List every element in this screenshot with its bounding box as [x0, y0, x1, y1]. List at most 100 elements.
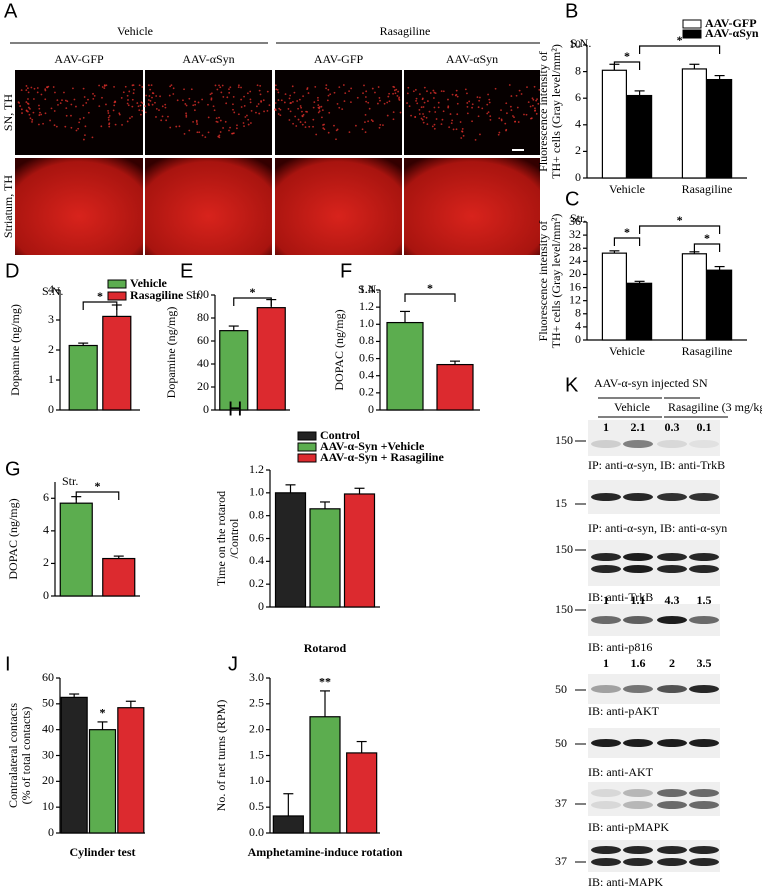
stain-dot	[355, 124, 357, 127]
stain-dot	[301, 123, 304, 126]
stain-dot	[289, 102, 292, 104]
stain-dot	[386, 114, 389, 117]
column-label: AAV-αSyn	[182, 52, 234, 66]
stain-dot	[392, 111, 395, 114]
stain-dot	[525, 113, 528, 116]
stain-dot	[420, 117, 423, 120]
blot-band	[689, 565, 719, 573]
stain-dot	[107, 112, 110, 114]
stain-dot	[368, 107, 371, 110]
y-tick-label: 0	[48, 402, 54, 416]
blot-band	[689, 739, 719, 747]
stain-dot	[440, 123, 443, 126]
stain-dot	[422, 113, 424, 115]
stain-dot	[87, 98, 89, 101]
stain-dot	[98, 84, 100, 87]
stain-dot	[488, 98, 491, 101]
stain-dot	[292, 122, 295, 125]
stain-dot	[169, 85, 172, 88]
stain-dot	[228, 129, 230, 132]
stain-dot	[249, 98, 252, 101]
blot-band	[689, 440, 719, 448]
stain-dot	[32, 111, 35, 114]
stain-dot	[73, 98, 76, 101]
stain-dot	[31, 121, 33, 123]
blot-band	[623, 440, 653, 448]
stain-dot	[414, 88, 417, 91]
stain-dot	[27, 106, 30, 109]
stain-dot	[79, 118, 81, 120]
micrograph	[404, 70, 540, 155]
stain-dot	[219, 119, 222, 122]
bar	[681, 68, 708, 179]
y-tick-label: 0.2	[359, 385, 374, 399]
y-tick-label: 0.6	[249, 530, 264, 544]
stain-dot	[128, 90, 131, 93]
band-quantity: 1	[603, 420, 609, 434]
stain-dot	[277, 91, 280, 94]
y-tick-label: 40	[42, 721, 54, 735]
blot-caption: IB: anti-AKT	[588, 765, 654, 779]
stain-dot	[103, 84, 106, 86]
stain-dot	[168, 94, 171, 97]
stain-dot	[108, 114, 111, 117]
stain-dot	[284, 93, 287, 96]
stain-dot	[61, 99, 63, 102]
stain-dot	[299, 121, 302, 123]
stain-dot	[329, 93, 332, 96]
stain-dot	[455, 89, 458, 92]
y-tick-label: 60	[42, 670, 54, 684]
stain-dot	[228, 91, 231, 94]
y-axis-label: /Control	[227, 518, 241, 559]
stain-dot	[26, 102, 29, 105]
significance-bracket	[613, 237, 641, 246]
stain-dot	[70, 103, 73, 106]
stain-dot	[291, 85, 294, 88]
stain-dot	[196, 123, 199, 125]
stain-dot	[302, 95, 305, 98]
stain-dot	[321, 116, 323, 119]
stain-dot	[25, 101, 28, 103]
stain-dot	[392, 92, 394, 95]
stain-dot	[398, 96, 401, 99]
stain-dot	[461, 128, 464, 130]
y-tick-label: 60	[197, 333, 209, 347]
stain-dot	[317, 96, 319, 99]
stain-dot	[297, 107, 299, 110]
stain-dot	[298, 98, 301, 101]
stain-dot	[414, 116, 417, 118]
stain-dot	[29, 117, 32, 120]
stain-dot	[535, 112, 538, 115]
significance: *	[704, 231, 710, 245]
band-quantity: 1.1	[631, 593, 646, 607]
x-axis-label: Cylinder test	[69, 845, 135, 859]
stain-dot	[293, 91, 296, 94]
stain-dot	[336, 128, 339, 131]
stain-dot	[301, 110, 303, 113]
bar	[681, 253, 708, 341]
stain-dot	[392, 118, 395, 121]
stain-dot	[91, 136, 94, 139]
panel-letter: K	[565, 374, 579, 396]
band-quantity: 1	[603, 593, 609, 607]
stain-dot	[455, 93, 458, 96]
stain-dot	[371, 120, 374, 123]
stain-dot	[325, 84, 328, 87]
stain-dot	[147, 84, 150, 87]
stain-dot	[132, 84, 135, 86]
y-tick-label: 2	[48, 342, 54, 356]
stain-dot	[72, 87, 74, 90]
stain-dot	[47, 85, 50, 88]
y-tick-label: 6	[43, 490, 49, 504]
stain-dot	[268, 104, 271, 107]
stain-dot	[188, 97, 191, 100]
stain-dot	[92, 92, 94, 95]
stain-dot	[497, 133, 500, 136]
stain-dot	[531, 104, 534, 107]
stain-dot	[237, 86, 240, 89]
stain-dot	[232, 95, 235, 98]
stain-dot	[450, 122, 453, 125]
stain-dot	[145, 94, 148, 97]
stain-dot	[364, 131, 367, 134]
x-tick-label: Rasagiline	[682, 344, 733, 358]
